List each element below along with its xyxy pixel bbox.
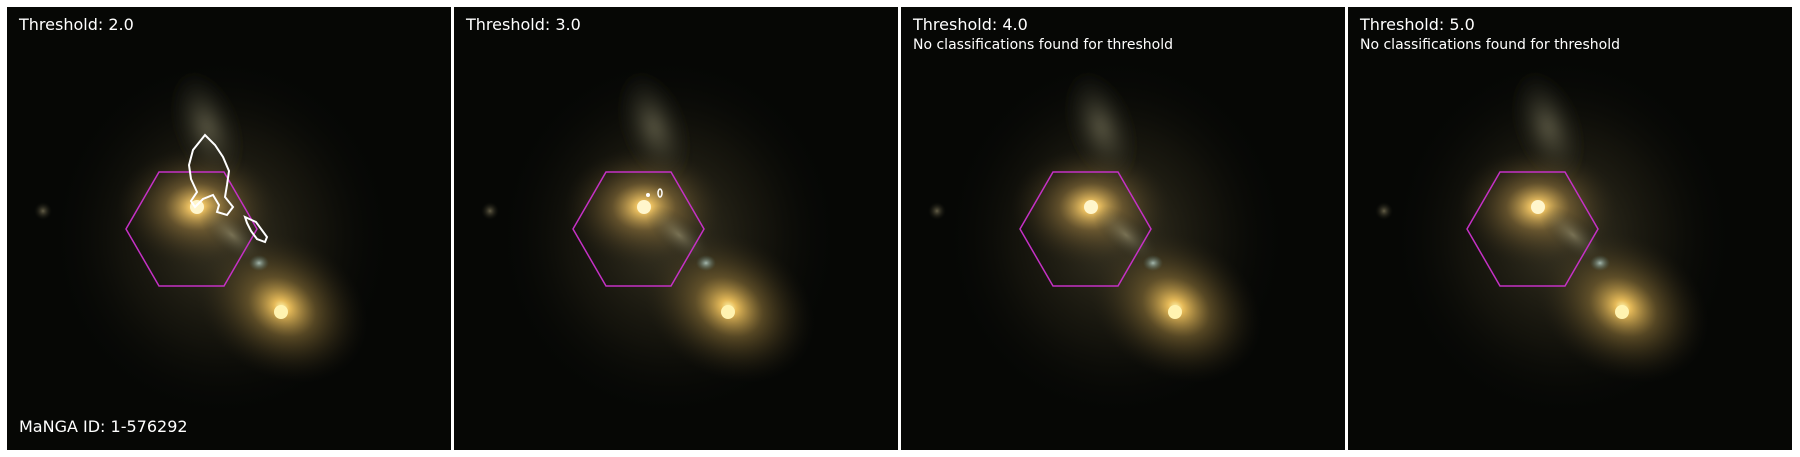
contour-dot [646,193,650,197]
hexagon-outline [1019,171,1152,287]
threshold-title: Threshold: 2.0 [19,15,134,34]
contour-region [243,215,269,244]
threshold-title: Threshold: 5.0 [1360,15,1475,34]
panel-threshold-4: Threshold: 5.0 No classifications found … [1348,7,1792,450]
galaxy-image [901,7,1345,450]
panel-threshold-1: Threshold: 2.0 MaNGA ID: 1-576292 [7,7,451,450]
no-classifications-note: No classifications found for threshold [1360,37,1620,53]
contour-dot [657,188,663,198]
panel-threshold-2: Threshold: 3.0 [454,7,898,450]
hexagon-outline [1466,171,1599,287]
hexagon-outline [125,171,258,287]
hexagon-outline [572,171,705,287]
galaxy-image [7,7,451,450]
contour-region [187,133,235,217]
galaxy-image [1348,7,1792,450]
panel-threshold-3: Threshold: 4.0 No classifications found … [901,7,1345,450]
manga-id-label: MaNGA ID: 1-576292 [19,417,188,436]
threshold-title: Threshold: 3.0 [466,15,581,34]
no-classifications-note: No classifications found for threshold [913,37,1173,53]
galaxy-image [454,7,898,450]
threshold-title: Threshold: 4.0 [913,15,1028,34]
